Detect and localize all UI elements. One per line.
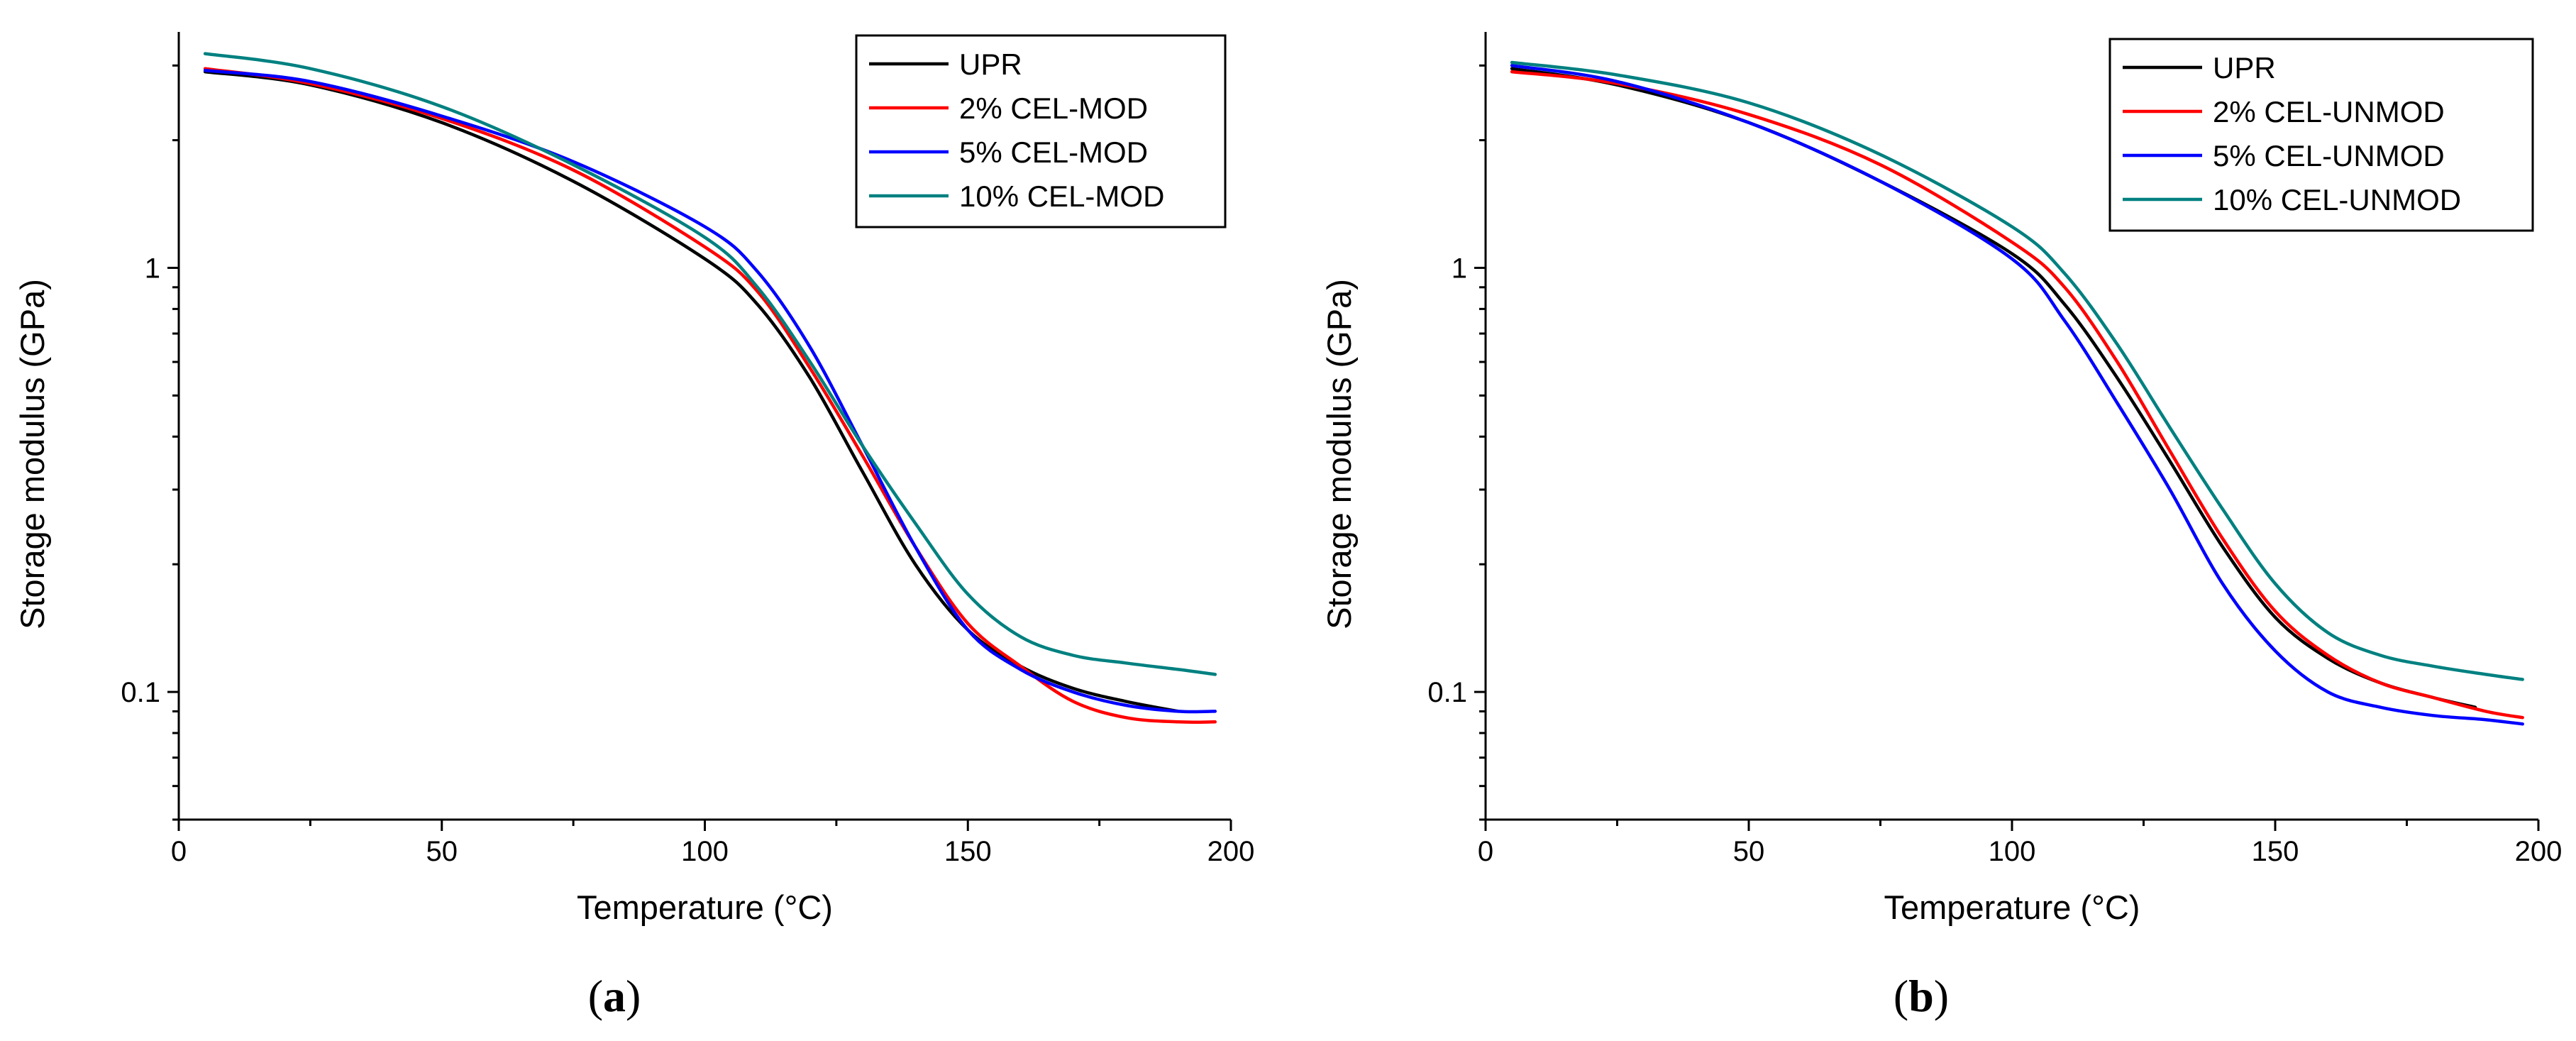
x-axis-title-a: Temperature (°C) [577, 888, 833, 926]
y-tick-label-a-1: 1 [145, 253, 160, 284]
series-line-a-1 [203, 67, 1217, 724]
legend-label-b-0: UPR [2213, 51, 2276, 84]
panel-label-a-letter: a [603, 971, 626, 1021]
x-tick-label-a-200: 200 [1207, 836, 1255, 867]
x-tick-label-a-50: 50 [426, 836, 458, 867]
x-tick-label-a-100: 100 [681, 836, 729, 867]
x-tick-label-a-0: 0 [171, 836, 187, 867]
series-line-b-2 [1510, 64, 2524, 726]
x-tick-label-b-100: 100 [1989, 836, 2036, 867]
series-line-a-0 [203, 70, 1181, 713]
series-line-b-1 [1510, 70, 2524, 720]
y-axis-title-b: Storage modulus (GPa) [1320, 279, 1358, 629]
panel-label-b: (b) [1894, 971, 1949, 1021]
chart-panel-b: 0 50 100 150 200 0.1 1 Temperature (°C) Storage … [1320, 32, 2562, 926]
legend-b: UPR 2% CEL-UNMOD 5% CEL-UNMOD 10% CEL-UNMOD [2108, 38, 2534, 232]
series-line-a-2 [203, 69, 1217, 714]
legend-label-a-0: UPR [959, 48, 1022, 81]
y-axis-title-a: Storage modulus (GPa) [13, 279, 51, 629]
panel-label-b-letter: b [1908, 971, 1934, 1021]
legend-label-a-2: 5% CEL-MOD [959, 136, 1148, 169]
legend-label-a-1: 2% CEL-MOD [959, 92, 1148, 125]
chart-panel-a: 0 50 100 150 200 0.1 1 Temperature (°C) Storage … [13, 32, 1254, 926]
x-tick-label-b-200: 200 [2515, 836, 2563, 867]
series-line-b-3 [1510, 60, 2524, 681]
y-tick-label-b-0_1: 0.1 [1427, 677, 1467, 708]
legend-label-a-3: 10% CEL-MOD [959, 180, 1164, 213]
x-axis-title-b: Temperature (°C) [1884, 888, 2140, 926]
legend-label-b-2: 5% CEL-UNMOD [2213, 139, 2445, 172]
y-tick-label-b-1: 1 [1452, 253, 1467, 284]
y-tick-label-a-0_1: 0.1 [121, 677, 160, 708]
x-tick-label-b-0: 0 [1478, 836, 1493, 867]
legend-label-b-3: 10% CEL-UNMOD [2213, 183, 2461, 216]
series-line-a-3 [203, 52, 1217, 676]
x-tick-label-b-150: 150 [2252, 836, 2299, 867]
x-tick-label-b-50: 50 [1733, 836, 1765, 867]
legend-label-b-1: 2% CEL-UNMOD [2213, 95, 2445, 128]
panel-label-a: (a) [588, 971, 641, 1021]
legend-a: UPR 2% CEL-MOD 5% CEL-MOD 10% CEL-MOD [855, 34, 1227, 228]
x-tick-label-a-150: 150 [944, 836, 992, 867]
